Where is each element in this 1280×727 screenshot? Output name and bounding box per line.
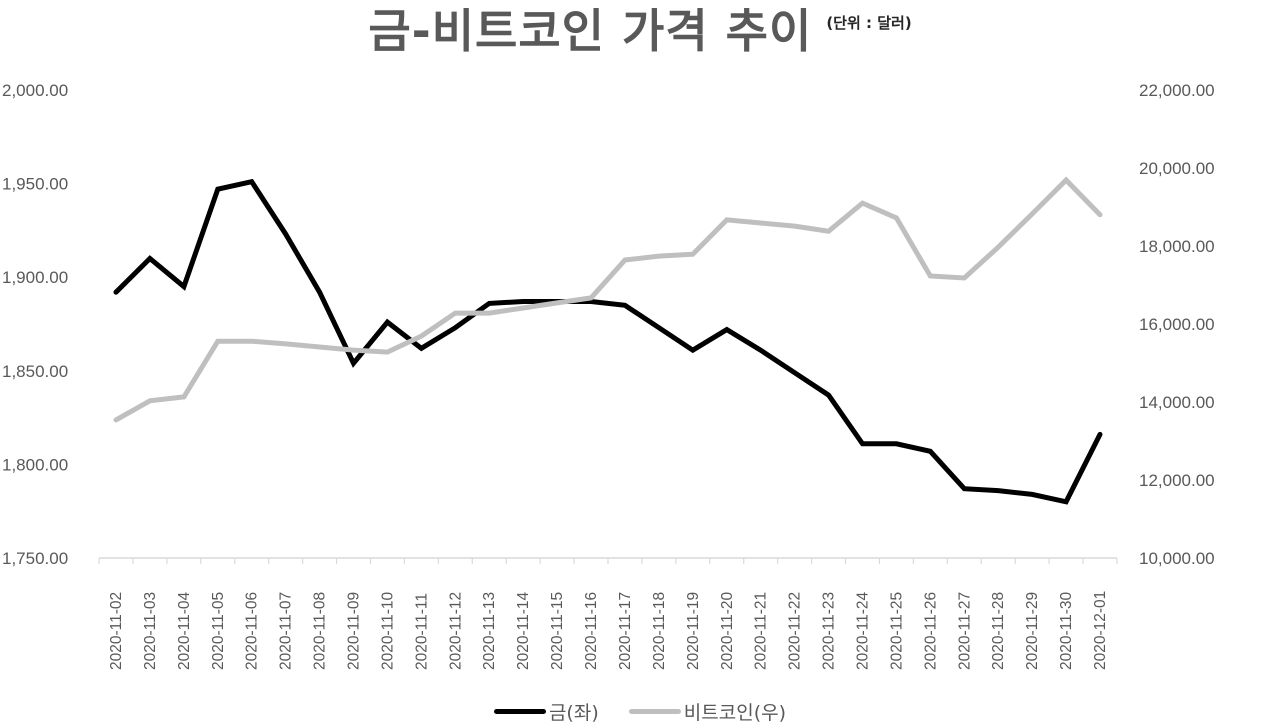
right-axis-tick: 18,000.00 (1139, 237, 1215, 256)
x-axis-label: 2020-11-27 (956, 592, 973, 670)
x-axis-label: 2020-11-10 (379, 591, 396, 670)
x-axis-label: 2020-11-17 (617, 592, 634, 670)
right-axis-tick: 20,000.00 (1139, 159, 1215, 178)
legend: 금(좌) 비트코인(우) (0, 697, 1280, 725)
bitcoin-price-line (113, 176, 1103, 423)
legend-label-bitcoin: 비트코인(우) (683, 702, 787, 724)
left-axis-tick: 1,900.00 (2, 268, 68, 287)
legend-swatch-gold (493, 709, 546, 714)
legend-label-gold: 금(좌) (548, 702, 599, 724)
x-axis-label: 2020-11-18 (651, 592, 668, 670)
x-axis-label: 2020-11-06 (244, 592, 261, 670)
x-axis-label: 2020-11-16 (583, 592, 600, 670)
x-axis-label: 2020-11-22 (787, 592, 804, 670)
x-axis-label: 2020-11-24 (854, 591, 871, 670)
right-axis-tick: 12,000.00 (1139, 471, 1215, 490)
x-axis-label: 2020-11-21 (753, 592, 770, 670)
x-axis-label: 2020-11-23 (821, 592, 838, 670)
x-axis-label: 2020-12-01 (1092, 591, 1109, 670)
x-axis-label: 2020-11-02 (108, 592, 125, 670)
x-axis-label: 2020-11-29 (1024, 592, 1041, 670)
x-axis-label: 2020-11-05 (210, 592, 227, 670)
legend-item-gold[interactable]: 금(좌) (493, 698, 599, 725)
right-axis-tick: 10,000.00 (1139, 549, 1215, 568)
x-axis-label: 2020-11-04 (176, 591, 193, 670)
left-axis-tick: 1,750.00 (2, 549, 68, 568)
x-axis-label: 2020-11-12 (447, 592, 464, 670)
right-axis-tick: 16,000.00 (1139, 315, 1215, 334)
x-axis-label: 2020-11-11 (413, 593, 430, 670)
chart-title-bar: 금-비트코인 가격 추이 (단위 : 달러) (0, 0, 1280, 66)
gold-price-line (113, 178, 1103, 505)
right-axis-tick: 14,000.00 (1139, 393, 1215, 412)
left-axis-tick: 1,950.00 (2, 175, 68, 194)
left-axis-tick: 2,000.00 (2, 81, 68, 100)
legend-swatch-bitcoin (628, 709, 681, 714)
x-axis-label: 2020-11-03 (142, 592, 159, 670)
x-axis-label: 2020-11-09 (346, 592, 363, 670)
unit-note: (단위 : 달러) (826, 14, 912, 32)
right-axis-tick: 22,000.00 (1139, 81, 1215, 100)
x-axis-label: 2020-11-14 (515, 591, 532, 670)
x-axis-label: 2020-11-20 (719, 591, 736, 670)
x-axis-label: 2020-11-25 (888, 592, 905, 670)
x-axis-label: 2020-11-15 (549, 592, 566, 670)
chart-title: 금-비트코인 가격 추이 (368, 4, 813, 58)
left-axis-tick: 1,850.00 (2, 362, 68, 381)
legend-item-bitcoin[interactable]: 비트코인(우) (628, 698, 787, 725)
x-axis-label: 2020-11-28 (990, 592, 1007, 670)
x-axis-label: 2020-11-07 (278, 592, 295, 670)
x-axis-label: 2020-11-13 (481, 592, 498, 670)
x-axis-label: 2020-11-08 (312, 592, 329, 670)
x-axis-label: 2020-11-26 (922, 592, 939, 670)
left-axis-tick: 1,800.00 (2, 455, 68, 474)
x-axis-label: 2020-11-19 (685, 592, 702, 670)
x-axis-label: 2020-11-30 (1058, 591, 1075, 670)
